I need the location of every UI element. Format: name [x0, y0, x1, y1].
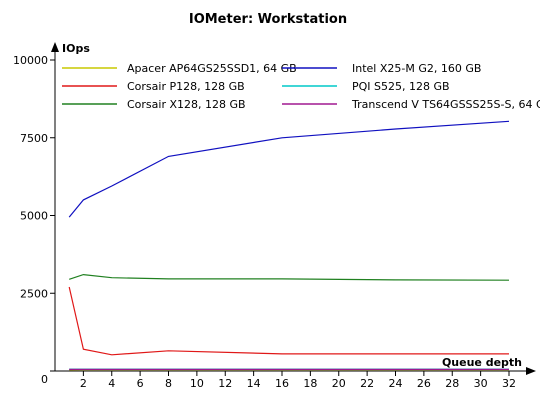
legend: Apacer AP64GS25SSD1, 64 GB Corsair P128, … — [62, 62, 540, 111]
x-tick-label: 24 — [389, 377, 403, 390]
series-lines — [68, 120, 510, 371]
x-tick-label: 10 — [190, 377, 204, 390]
y-tick-label: 5000 — [20, 210, 48, 223]
x-tick-label: 14 — [247, 377, 261, 390]
x-tick-label: 16 — [275, 377, 289, 390]
legend-label-3: Corsair X128, 128 GB — [127, 98, 246, 111]
chart-title: IOMeter: Workstation — [189, 12, 347, 27]
x-tick-label: 20 — [332, 377, 346, 390]
y-tick-label: 10000 — [13, 54, 48, 67]
legend-label-2: Corsair P128, 128 GB — [127, 80, 245, 93]
legend-label-5: PQI S525, 128 GB — [352, 80, 450, 93]
x-tick-label: 22 — [360, 377, 374, 390]
x-tick-label: 32 — [502, 377, 516, 390]
y-axis-arrow — [51, 42, 59, 52]
y-axis-label: IOps — [62, 42, 90, 55]
series-line-3 — [69, 273, 510, 281]
legend-label-6: Transcend V TS64GSSS25S-S, 64 GB — [351, 98, 540, 111]
legend-label-1: Apacer AP64GS25SSD1, 64 GB — [127, 62, 297, 75]
y-tick-label: 7500 — [20, 132, 48, 145]
series-line-2 — [68, 286, 509, 356]
axes — [50, 42, 536, 376]
y-tick-label: 0 — [41, 373, 48, 386]
x-tick-label: 4 — [108, 377, 115, 390]
x-tick-label: 2 — [80, 377, 87, 390]
x-tick-label: 6 — [137, 377, 144, 390]
x-tick-label: 8 — [165, 377, 172, 390]
x-axis-label: Queue depth — [442, 356, 522, 369]
x-tick-label: 12 — [218, 377, 232, 390]
x-tick-label: 18 — [303, 377, 317, 390]
x-tick-label: 26 — [417, 377, 431, 390]
legend-label-4: Intel X25-M G2, 160 GB — [352, 62, 481, 75]
x-tick-label: 30 — [474, 377, 488, 390]
series-line-4 — [68, 120, 510, 218]
y-tick-label: 2500 — [20, 287, 48, 300]
x-tick-label: 28 — [445, 377, 459, 390]
x-axis-arrow — [526, 367, 536, 375]
